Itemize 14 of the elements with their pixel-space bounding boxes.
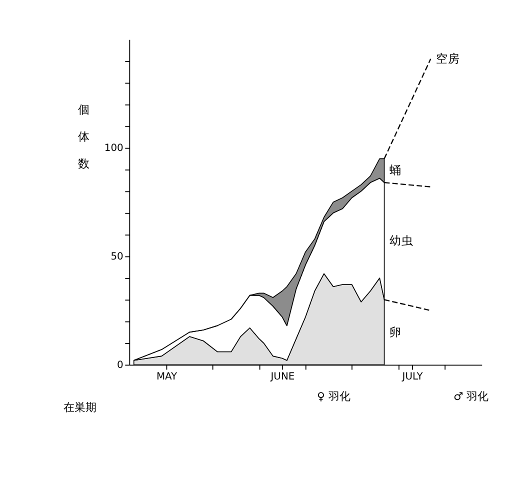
series-label: 蛹 xyxy=(390,163,402,178)
series-label: 幼虫 xyxy=(390,234,414,248)
y-tick-label: 0 xyxy=(117,360,124,371)
x-tick-label: JUNE xyxy=(270,372,295,383)
text: ♀ 羽化 xyxy=(316,390,350,403)
x-tick-label: JULY xyxy=(401,372,424,383)
y-tick-label: 100 xyxy=(104,143,124,154)
series-label: 空房 xyxy=(436,52,460,66)
y-axis-title: 個体数 xyxy=(78,102,90,171)
series-label: 卵 xyxy=(390,324,402,339)
text: ♂ 羽化 xyxy=(454,390,489,403)
y-tick-label: 50 xyxy=(110,251,124,262)
x-tick-label: MAY xyxy=(156,372,178,383)
text: 在巣期 xyxy=(63,400,96,414)
